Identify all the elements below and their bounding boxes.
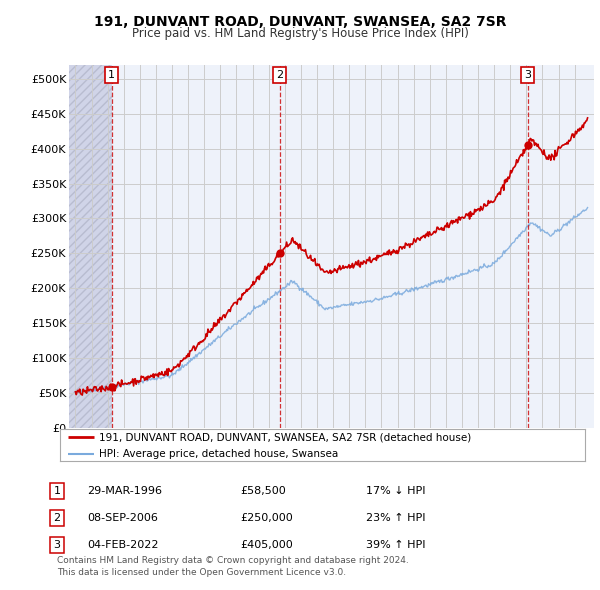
Text: 39% ↑ HPI: 39% ↑ HPI bbox=[366, 540, 425, 550]
Text: Contains HM Land Registry data © Crown copyright and database right 2024.
This d: Contains HM Land Registry data © Crown c… bbox=[57, 556, 409, 577]
Text: 3: 3 bbox=[524, 70, 532, 80]
Text: 23% ↑ HPI: 23% ↑ HPI bbox=[366, 513, 425, 523]
Text: 29-MAR-1996: 29-MAR-1996 bbox=[87, 486, 162, 496]
Text: 3: 3 bbox=[53, 540, 61, 550]
Text: Price paid vs. HM Land Registry's House Price Index (HPI): Price paid vs. HM Land Registry's House … bbox=[131, 27, 469, 40]
Bar bbox=[69, 65, 112, 428]
Text: 04-FEB-2022: 04-FEB-2022 bbox=[87, 540, 158, 550]
Text: £250,000: £250,000 bbox=[240, 513, 293, 523]
Text: 2: 2 bbox=[276, 70, 283, 80]
Text: £405,000: £405,000 bbox=[240, 540, 293, 550]
Text: 1: 1 bbox=[108, 70, 115, 80]
Text: 1: 1 bbox=[53, 486, 61, 496]
Text: £58,500: £58,500 bbox=[240, 486, 286, 496]
Text: 2: 2 bbox=[53, 513, 61, 523]
Text: 191, DUNVANT ROAD, DUNVANT, SWANSEA, SA2 7SR (detached house): 191, DUNVANT ROAD, DUNVANT, SWANSEA, SA2… bbox=[100, 432, 472, 442]
Text: 08-SEP-2006: 08-SEP-2006 bbox=[87, 513, 158, 523]
Text: 17% ↓ HPI: 17% ↓ HPI bbox=[366, 486, 425, 496]
Text: 191, DUNVANT ROAD, DUNVANT, SWANSEA, SA2 7SR: 191, DUNVANT ROAD, DUNVANT, SWANSEA, SA2… bbox=[94, 15, 506, 30]
Text: HPI: Average price, detached house, Swansea: HPI: Average price, detached house, Swan… bbox=[100, 449, 338, 459]
